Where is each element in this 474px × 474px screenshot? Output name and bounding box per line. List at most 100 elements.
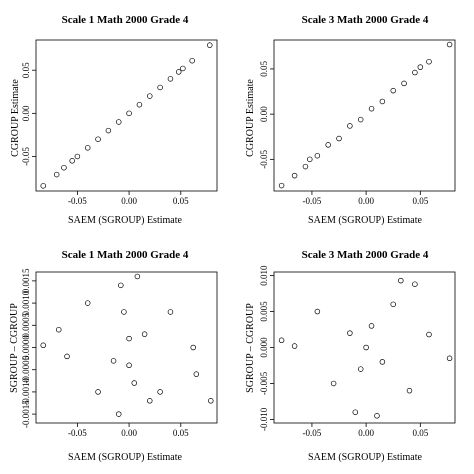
data-point [278,337,285,344]
x-tick-label: -0.05 [68,428,87,438]
data-point [126,335,132,342]
plot-frame [273,271,456,424]
data-point [347,330,353,336]
data-point [291,343,298,349]
x-tick-label: -0.05 [303,196,322,206]
data-point [95,389,101,395]
y-tick-label: 0.000 [259,337,269,358]
data-points [40,273,214,417]
data-point [426,58,432,65]
data-point [412,69,418,76]
data-point [325,142,331,148]
data-points [40,42,213,189]
data-point [446,355,453,362]
x-tick-label: 0.00 [358,196,374,206]
data-point [190,344,196,351]
x-tick-label: 0.00 [358,428,374,438]
data-point [126,362,132,369]
panel-scale3-difference: Scale 3 Math 2000 Grade 4 SAEM (SGROUP) … [245,249,456,463]
data-point [61,164,67,171]
x-tick-label: -0.05 [68,196,87,206]
data-point [302,163,309,170]
data-point [56,326,62,333]
data-point [208,398,214,404]
x-tick-label: 0.05 [412,428,428,438]
data-point [134,273,141,280]
data-point [207,42,213,48]
x-axis-label: SAEM (SGROUP) Estimate [68,452,182,463]
y-tick-label: 0.010 [259,265,269,286]
y-tick-label: -0.0005 [21,355,31,383]
y-tick-label: 0.00 [21,105,31,121]
data-point [53,171,60,178]
x-tick-label: 0.05 [173,428,189,438]
data-point [401,80,407,87]
chart-title: Scale 3 Math 2000 Grade 4 [302,14,429,26]
data-point [406,387,413,394]
x-tick-label: 0.05 [173,196,189,206]
chart-title: Scale 3 Math 2000 Grade 4 [302,249,429,261]
data-point [446,41,453,48]
data-point [379,359,386,365]
data-point [105,127,112,134]
data-point [131,380,138,386]
data-points [278,41,453,189]
chart-title: Scale 1 Math 2000 Grade 4 [62,249,189,261]
data-point [193,371,200,377]
y-axis-label: CGROUP Estimate [245,79,256,157]
data-point [347,123,353,129]
y-axis-label: SGROUP – CGROUP [245,303,256,393]
y-tick-label: 0.05 [259,61,269,77]
y-tick-label: -0.05 [259,149,269,168]
data-point [84,145,91,151]
data-point [147,398,153,404]
y-tick-label: -0.010 [259,407,269,431]
panel-scale3-estimate: Scale 3 Math 2000 Grade 4 SAEM (SGROUP) … [245,14,456,226]
plot-frame [35,271,218,424]
data-point [314,152,321,159]
data-point [374,413,380,419]
y-tick-label: -0.05 [21,147,31,166]
panel-scale1-difference: Scale 1 Math 2000 Grade 4 SAEM (SGROUP) … [9,249,218,463]
data-point [175,69,182,75]
y-axis-label: SGROUP – CGROUP [9,303,20,393]
data-point [118,282,124,289]
data-point [121,309,127,315]
data-point [95,136,101,142]
data-point [412,281,418,287]
panel-scale1-estimate: Scale 1 Math 2000 Grade 4 SAEM (SGROUP) … [10,14,218,226]
chart-title: Scale 1 Math 2000 Grade 4 [62,14,189,26]
y-tick-label: 0.05 [21,62,31,78]
y-axis-label: CGROUP Estimate [10,79,21,157]
y-tick-label: 0.0000 [21,335,31,360]
x-tick-label: -0.05 [303,428,322,438]
data-point [115,119,122,125]
data-point [336,135,342,142]
data-point [379,98,386,105]
data-point [330,380,337,387]
y-tick-label: 0.0005 [21,312,31,337]
y-tick-label: -0.0010 [21,378,31,406]
x-tick-label: 0.00 [121,428,137,438]
data-point [357,366,364,372]
data-point [352,409,359,415]
plot-frame [35,39,218,192]
data-point [110,358,117,364]
x-tick-label: 0.05 [412,196,428,206]
data-point [189,57,195,64]
data-point [167,309,174,315]
x-tick-label: 0.00 [121,196,137,206]
data-point [368,323,375,329]
data-point [157,389,163,395]
data-point [307,156,313,163]
plot-frame [273,39,456,192]
data-point [417,64,424,70]
data-point [40,342,46,349]
data-point [84,300,91,306]
data-point [74,153,81,160]
data-point [390,301,396,308]
data-point [157,84,163,91]
data-point [69,158,75,164]
data-point [363,344,369,351]
data-point [167,76,174,82]
